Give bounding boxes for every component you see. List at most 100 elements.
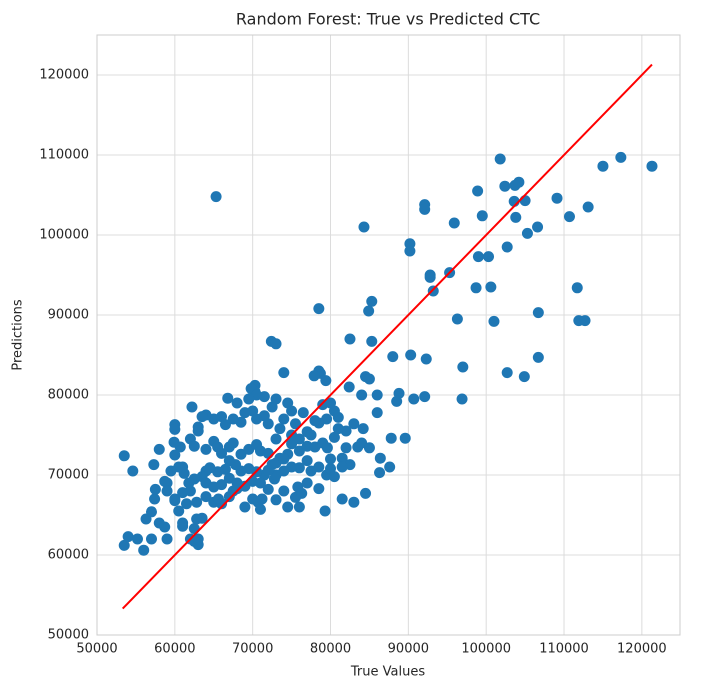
scatter-point — [374, 467, 386, 479]
scatter-point — [200, 443, 212, 455]
scatter-point — [483, 251, 495, 263]
scatter-point — [289, 418, 301, 430]
scatter-point — [243, 393, 255, 405]
scatter-point — [191, 496, 203, 508]
scatter-point — [332, 423, 344, 435]
scatter-point — [186, 401, 198, 413]
scatter-point — [270, 494, 282, 506]
x-tick-label: 120000 — [617, 642, 667, 657]
y-tick-label: 80000 — [48, 388, 89, 403]
scatter-point — [358, 221, 370, 233]
scatter-point — [216, 498, 228, 510]
chart-title: Random Forest: True vs Predicted CTC — [236, 10, 540, 29]
scatter-point — [173, 505, 185, 517]
scatter-point — [177, 517, 189, 529]
scatter-point — [200, 491, 212, 503]
scatter-point — [169, 495, 181, 507]
scatter-point — [488, 315, 500, 327]
scatter-point — [192, 533, 204, 545]
scatter-point — [366, 295, 378, 307]
scatter-point — [270, 393, 282, 405]
scatter-point — [563, 211, 575, 223]
scatter-point — [384, 461, 396, 473]
scatter-point — [223, 455, 235, 467]
scatter-point — [301, 455, 313, 467]
scatter-point — [494, 153, 506, 165]
scatter-point — [278, 367, 290, 379]
scatter-point — [343, 381, 355, 393]
scatter-point — [169, 449, 181, 461]
scatter-point — [222, 392, 234, 404]
scatter-point — [210, 191, 222, 203]
scatter-point — [231, 397, 243, 409]
scatter-point — [448, 217, 460, 229]
scatter-point — [227, 413, 239, 425]
scatter-point — [278, 413, 290, 425]
scatter-point — [138, 544, 150, 556]
scatter-point — [256, 493, 268, 505]
scatter-point — [321, 442, 333, 454]
y-tick-label: 120000 — [39, 68, 89, 83]
x-tick-label: 90000 — [388, 642, 429, 657]
scatter-point — [262, 483, 274, 495]
scatter-point — [344, 333, 356, 345]
scatter-point — [385, 432, 397, 444]
scatter-point — [391, 395, 403, 407]
scatter-point — [457, 361, 469, 373]
scatter-point — [510, 211, 522, 223]
scatter-point — [348, 418, 360, 430]
x-tick-label: 80000 — [310, 642, 351, 657]
scatter-point — [191, 513, 203, 525]
scatter-point — [374, 452, 386, 464]
scatter-point — [646, 160, 658, 172]
scatter-point — [571, 282, 583, 294]
scatter-point — [254, 477, 266, 489]
scatter-point — [472, 251, 484, 263]
scatter-point — [357, 423, 369, 435]
scatter-point — [216, 447, 228, 459]
scatter-point — [319, 505, 331, 517]
scatter-point — [161, 533, 173, 545]
scatter-point — [419, 203, 431, 215]
scatter-point — [579, 315, 591, 327]
scatter-point — [366, 335, 378, 347]
scatter-point — [286, 405, 298, 417]
scatter-point — [274, 423, 286, 435]
scatter-point — [499, 180, 511, 192]
scatter-point — [149, 483, 161, 495]
scatter-point — [127, 465, 139, 477]
scatter-point — [451, 313, 463, 325]
scatter-point — [149, 493, 161, 505]
scatter-point — [192, 425, 204, 437]
y-tick-label: 90000 — [48, 308, 89, 323]
scatter-point — [159, 521, 171, 533]
scatter-point — [169, 423, 181, 435]
y-tick-label: 70000 — [48, 468, 89, 483]
scatter-point — [340, 442, 352, 454]
scatter-point — [519, 195, 531, 207]
fit-line — [121, 63, 653, 610]
scatter-point — [122, 531, 134, 543]
scatter-point — [183, 477, 195, 489]
scatter-point — [387, 351, 399, 363]
scatter-point — [336, 461, 348, 473]
scatter-point — [532, 307, 544, 319]
scatter-point — [532, 221, 544, 233]
x-tick-label: 110000 — [539, 642, 589, 657]
scatter-point — [305, 429, 317, 441]
scatter-point — [485, 281, 497, 293]
scatter-point — [456, 393, 468, 405]
y-axis-label: Predictions — [11, 299, 26, 371]
x-tick-label: 70000 — [232, 642, 273, 657]
scatter-point — [320, 375, 332, 387]
scatter-point — [161, 485, 173, 497]
scatter-point — [363, 305, 375, 317]
scatter-point — [501, 241, 513, 253]
scatter-point — [145, 533, 157, 545]
scatter-point — [325, 453, 337, 465]
scatter-point — [615, 151, 627, 163]
scatter-point — [597, 160, 609, 172]
scatter-point — [363, 373, 375, 385]
scatter-point — [270, 433, 282, 445]
scatter-point — [470, 282, 482, 294]
